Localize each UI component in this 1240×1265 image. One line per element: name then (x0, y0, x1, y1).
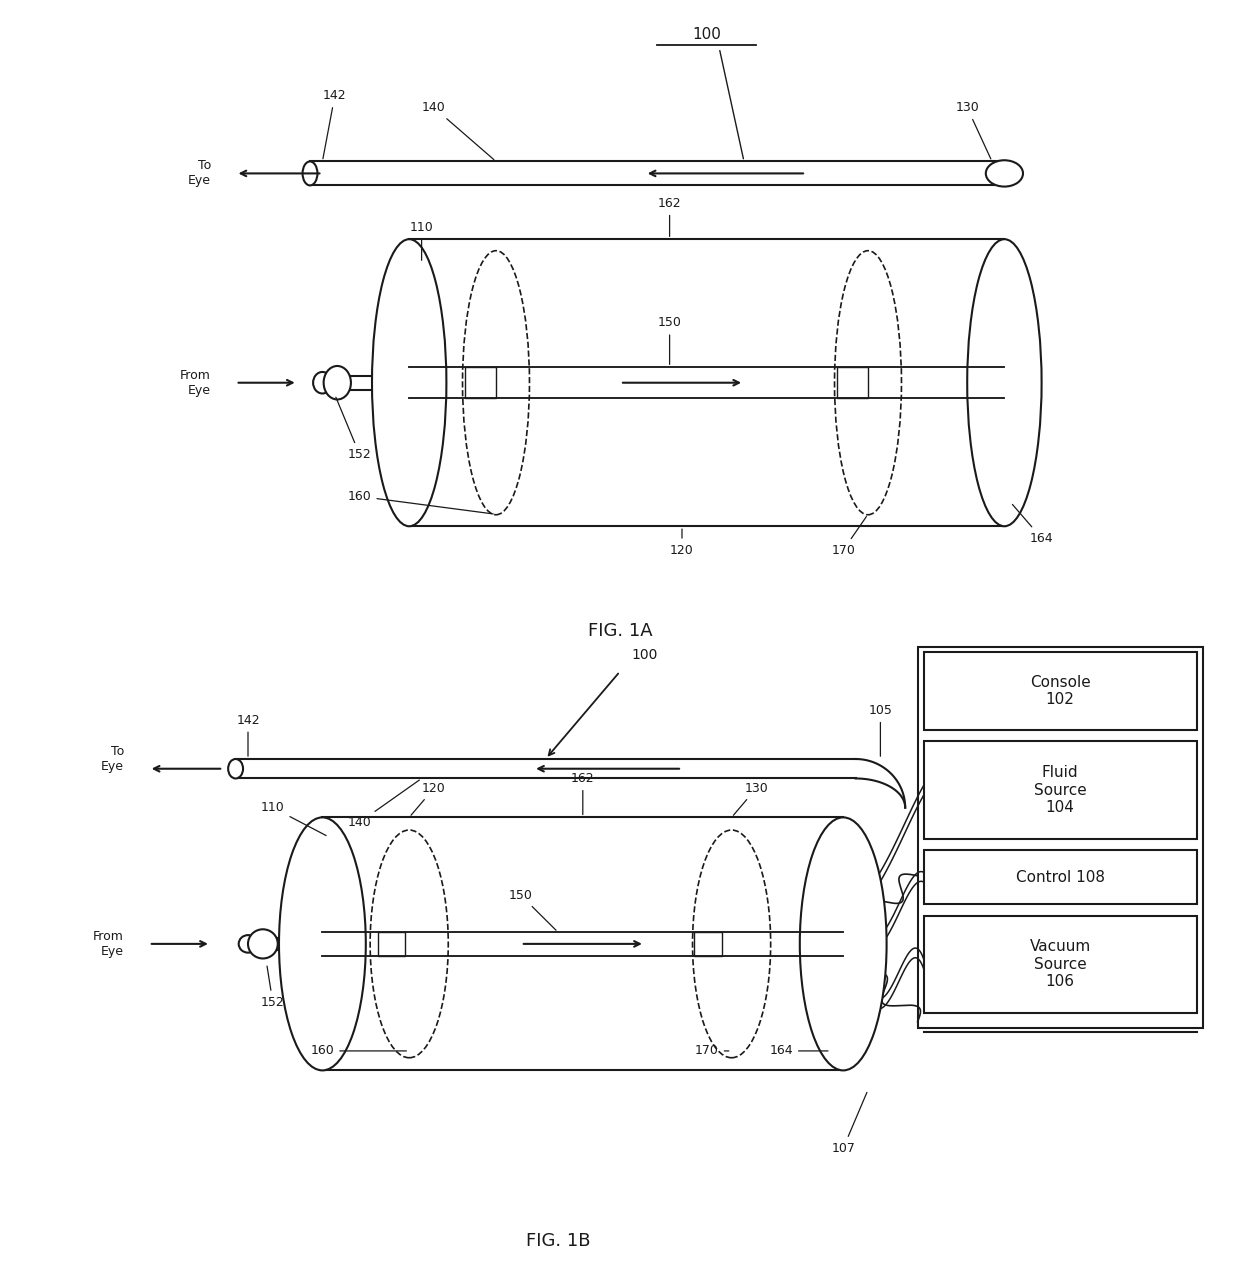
Text: 100: 100 (631, 648, 658, 662)
Text: To
Eye: To Eye (187, 159, 211, 187)
Bar (465, 367, 496, 398)
Text: Fluid
Source
104: Fluid Source 104 (1034, 765, 1086, 815)
Text: 107: 107 (831, 1093, 867, 1155)
Bar (918, 648, 1203, 1027)
Text: 170: 170 (831, 516, 867, 557)
Text: 100: 100 (692, 27, 722, 42)
Bar (378, 932, 405, 955)
Text: 162: 162 (570, 772, 595, 815)
Text: 164: 164 (1012, 505, 1054, 545)
Ellipse shape (372, 239, 446, 526)
Text: From
Eye: From Eye (180, 368, 211, 397)
Bar (694, 932, 722, 955)
Text: 162: 162 (657, 197, 682, 237)
Text: 150: 150 (508, 889, 556, 930)
Bar (924, 850, 1197, 904)
Bar (924, 741, 1197, 839)
Text: FIG. 1A: FIG. 1A (588, 622, 652, 640)
Text: 142: 142 (322, 89, 347, 158)
Text: Control 108: Control 108 (1016, 870, 1105, 884)
Bar (924, 916, 1197, 1013)
Ellipse shape (248, 930, 278, 959)
Ellipse shape (800, 817, 887, 1070)
Ellipse shape (986, 161, 1023, 186)
Text: 140: 140 (347, 781, 419, 829)
Text: Console
102: Console 102 (1030, 674, 1090, 707)
Bar (924, 651, 1197, 730)
Ellipse shape (228, 759, 243, 778)
Bar (837, 367, 868, 398)
Text: 120: 120 (410, 782, 446, 815)
Ellipse shape (967, 239, 1042, 526)
Ellipse shape (312, 372, 332, 393)
Text: Vacuum
Source
106: Vacuum Source 106 (1029, 940, 1091, 989)
Text: From
Eye: From Eye (93, 930, 124, 958)
Text: 130: 130 (955, 101, 991, 159)
Ellipse shape (238, 935, 258, 953)
Text: 130: 130 (733, 782, 769, 815)
Text: 110: 110 (260, 801, 326, 836)
Text: 152: 152 (260, 966, 285, 1008)
Text: 160: 160 (310, 1045, 407, 1058)
Text: 110: 110 (409, 220, 434, 261)
Ellipse shape (279, 817, 366, 1070)
Text: 142: 142 (236, 713, 260, 756)
Ellipse shape (324, 366, 351, 400)
Text: FIG. 1B: FIG. 1B (526, 1232, 590, 1250)
Text: 105: 105 (868, 703, 893, 756)
Text: 170: 170 (694, 1045, 729, 1058)
Text: 140: 140 (422, 101, 494, 159)
Text: 164: 164 (769, 1045, 828, 1058)
Text: 150: 150 (657, 316, 682, 364)
Text: To
Eye: To Eye (100, 745, 124, 773)
Text: 120: 120 (670, 529, 694, 557)
Text: 160: 160 (347, 490, 494, 514)
Text: 152: 152 (336, 397, 372, 460)
Ellipse shape (303, 162, 317, 186)
